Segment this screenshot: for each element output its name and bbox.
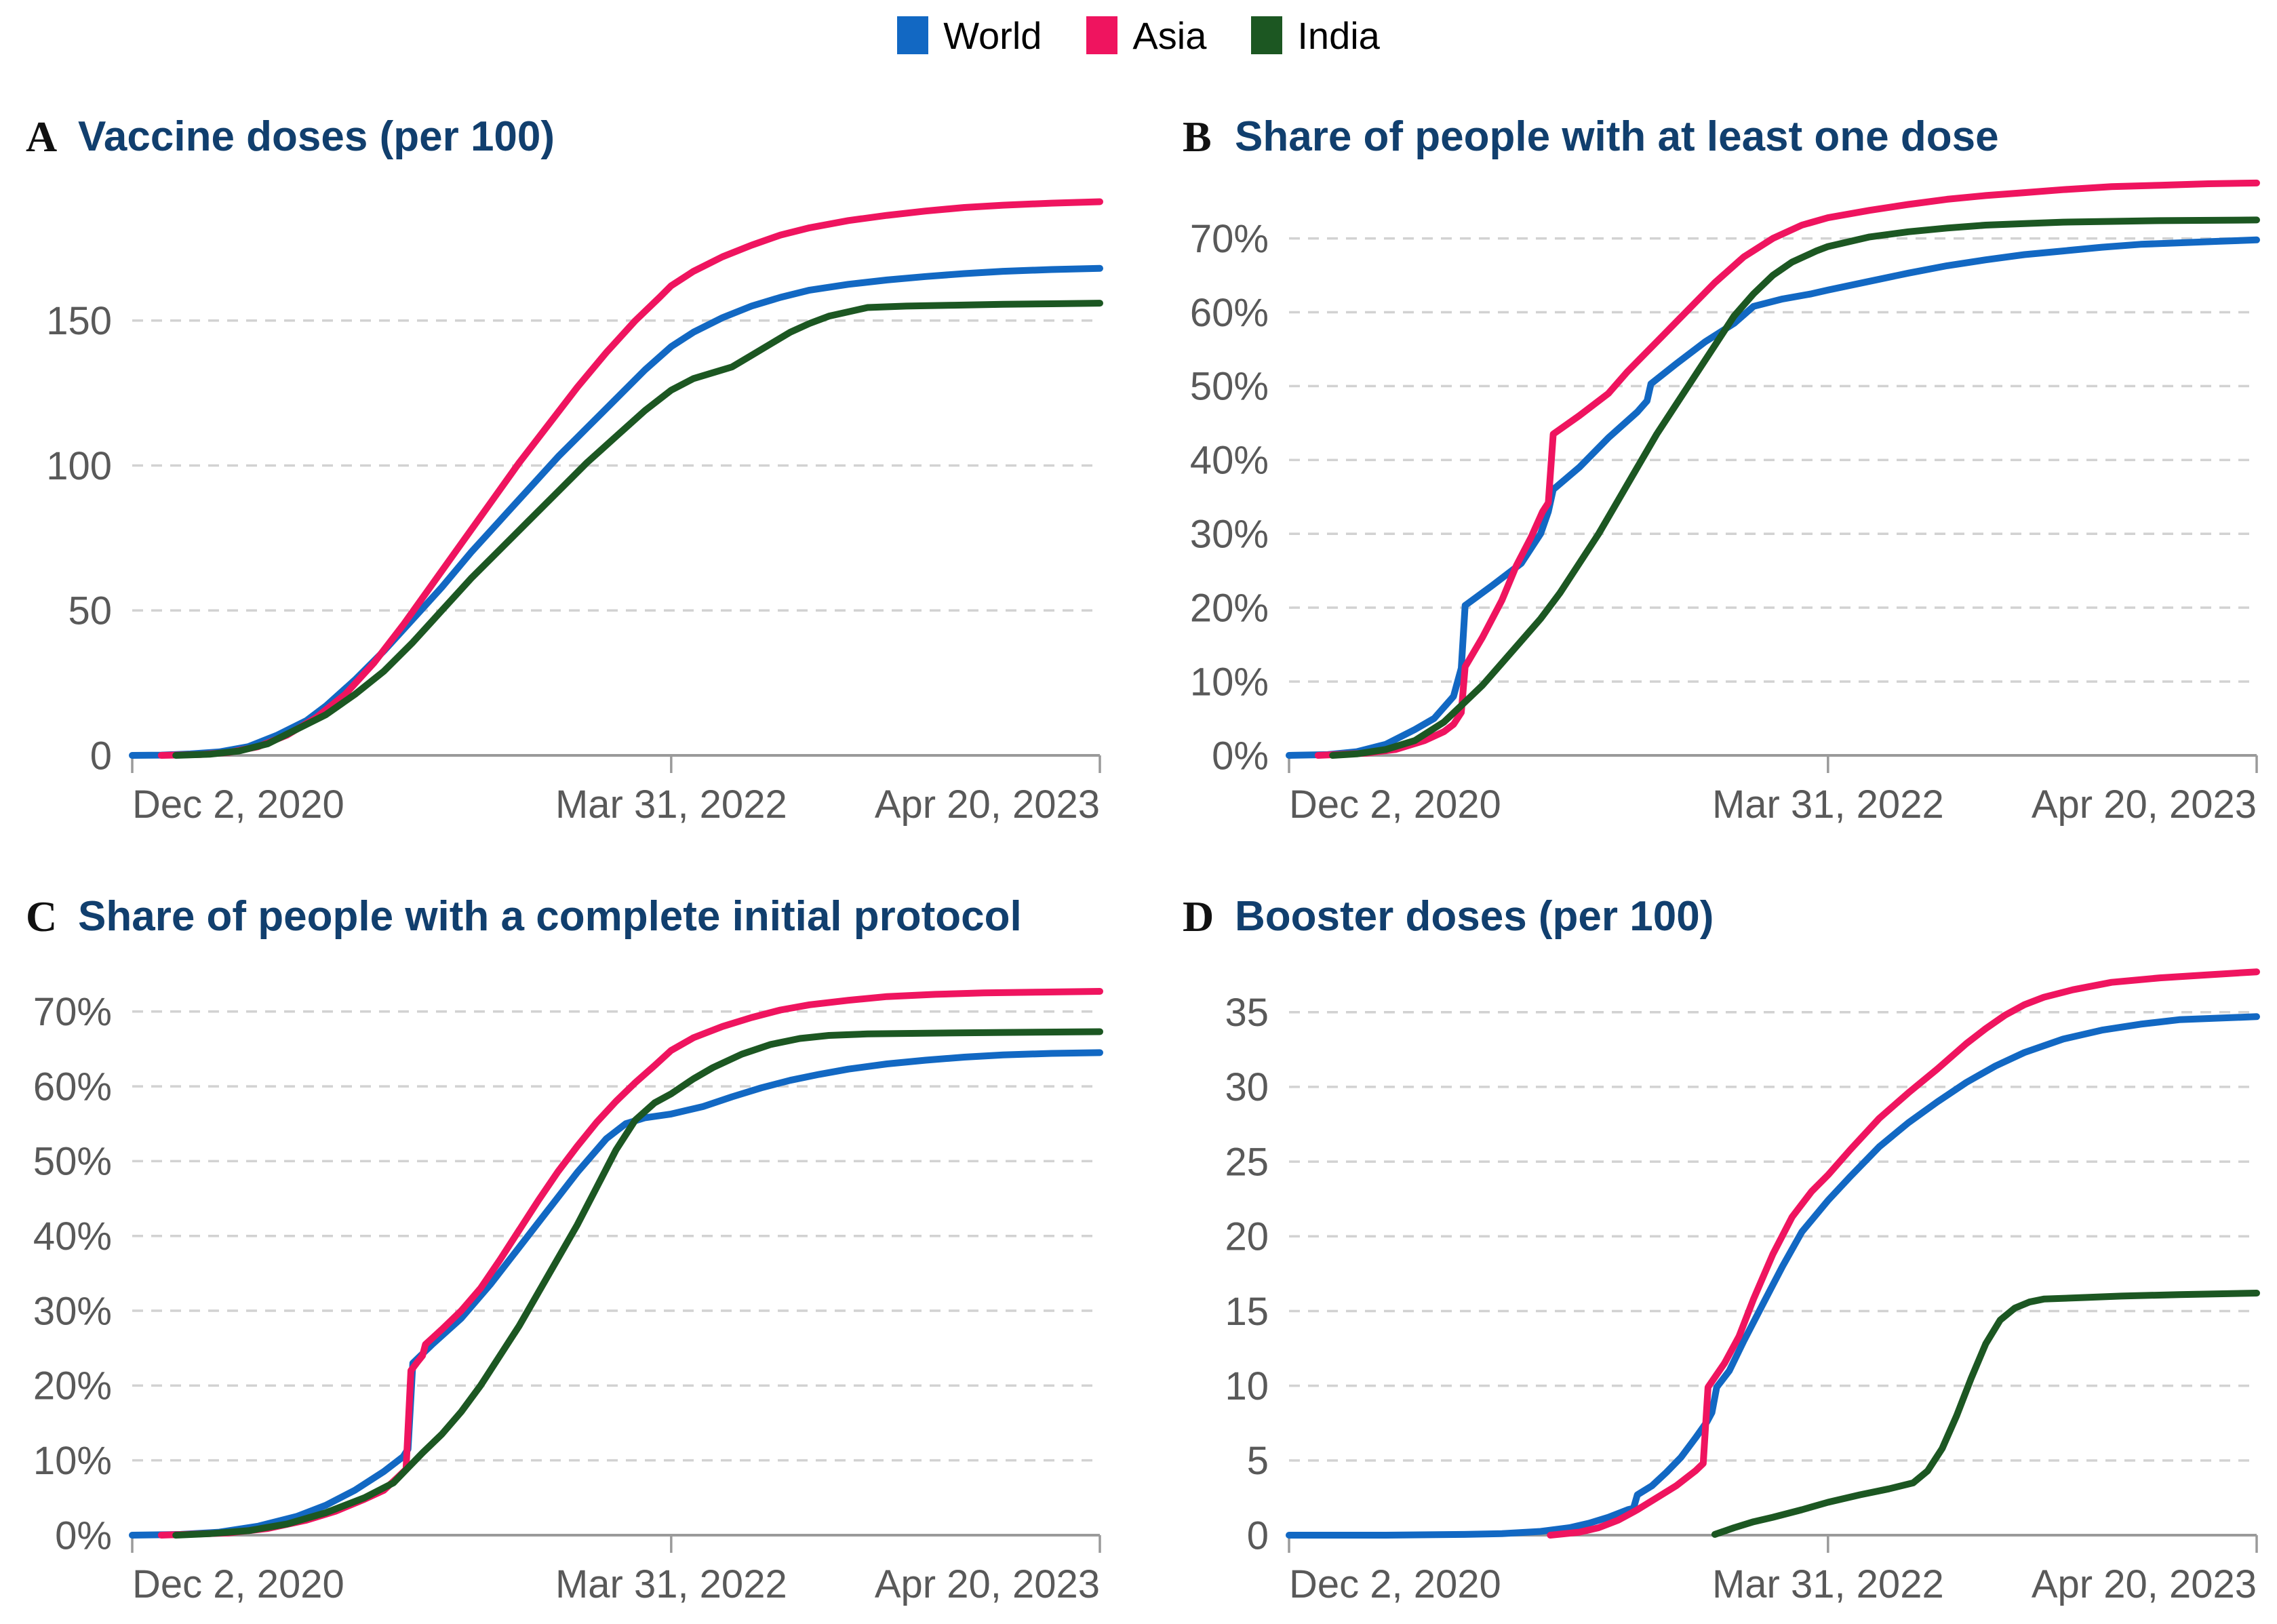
x-tick-label: Mar 31, 2022 (1712, 1562, 1944, 1606)
legend-label-world: World (943, 14, 1042, 57)
y-tick-label: 60% (33, 1065, 112, 1109)
x-tick-label: Dec 2, 2020 (1289, 783, 1501, 827)
y-tick-label: 20% (33, 1364, 112, 1408)
x-tick-label: Mar 31, 2022 (555, 783, 787, 827)
series-world-line (129, 1049, 1103, 1539)
y-tick-label: 40% (1190, 439, 1269, 483)
y-tick-label: 100 (46, 444, 112, 488)
y-tick-label: 0% (1212, 734, 1269, 778)
legend-item-india: India (1251, 14, 1380, 58)
series-world-line (1286, 236, 2260, 759)
series-asia-line (157, 988, 1103, 1539)
y-tick-label: 40% (33, 1214, 112, 1259)
y-tick-label: 30 (1225, 1065, 1269, 1109)
panel-heading: Booster doses (per 100) (1235, 892, 1714, 940)
x-tick-label: Mar 31, 2022 (1712, 783, 1944, 827)
panel-heading: Vaccine doses (per 100) (78, 113, 555, 160)
x-tick-label: Dec 2, 2020 (1289, 1562, 1501, 1606)
panel-title-row: A Vaccine doses (per 100) (0, 76, 1112, 159)
panel-letter: A (26, 113, 58, 161)
y-tick-label: 20 (1225, 1215, 1269, 1259)
y-tick-label: 35 (1225, 991, 1269, 1035)
panel-complete-protocol-share: C Share of people with a complete initia… (0, 856, 1112, 1622)
y-tick-label: 0 (1247, 1513, 1269, 1558)
series-world-line (1286, 1013, 2260, 1539)
y-tick-label: 70% (33, 990, 112, 1034)
x-tick-label: Apr 20, 2023 (875, 1562, 1100, 1606)
asia-swatch-icon (1086, 16, 1118, 54)
y-tick-label: 20% (1190, 586, 1269, 630)
chart-one-dose-share: 0% 10% 20% 30% 40% 50% 60% 70% Dec 2, 2020 Mar 31… (1190, 179, 2260, 827)
legend-item-asia: Asia (1086, 14, 1206, 58)
world-swatch-icon (897, 16, 929, 54)
panel-letter: D (1183, 892, 1214, 940)
y-tick-label: 0% (55, 1513, 112, 1558)
series-india-line (1711, 1290, 2260, 1538)
series-asia-line (1314, 179, 2260, 759)
panel-heading: Share of people with a complete initial … (78, 892, 1022, 940)
x-tick-label: Dec 2, 2020 (132, 783, 344, 827)
y-tick-label: 10% (33, 1439, 112, 1483)
y-tick-label: 25 (1225, 1140, 1269, 1184)
y-tick-label: 30% (1190, 513, 1269, 557)
panel-letter: B (1183, 113, 1212, 161)
y-tick-label: 50% (33, 1140, 112, 1184)
chart-complete-protocol-share: 0% 10% 20% 30% 40% 50% 60% 70% Dec 2, 2020 Mar 31… (33, 988, 1103, 1606)
legend-label-asia: Asia (1132, 14, 1207, 57)
y-tick-label: 10% (1190, 660, 1269, 704)
series-india-line (172, 1028, 1103, 1539)
panel-one-dose-share: B Share of people with at least one dose… (1157, 76, 2269, 842)
panel-vaccine-doses: A Vaccine doses (per 100) 0 50 100 150 Dec 2… (0, 76, 1112, 842)
y-tick-label: 60% (1190, 291, 1269, 335)
y-tick-label: 30% (33, 1289, 112, 1333)
series-india-line (172, 300, 1103, 759)
panel-letter: C (26, 892, 58, 940)
panel-title-row: D Booster doses (per 100) (1157, 856, 2269, 938)
panel-heading: Share of people with at least one dose (1235, 113, 1999, 160)
y-tick-label: 10 (1225, 1364, 1269, 1408)
y-tick-label: 150 (46, 299, 112, 343)
series-asia-line (1547, 968, 2260, 1539)
india-swatch-icon (1251, 16, 1283, 54)
legend: World Asia India (0, 5, 2277, 65)
y-tick-label: 70% (1190, 217, 1269, 261)
x-tick-label: Dec 2, 2020 (132, 1562, 344, 1606)
panel-title-row: C Share of people with a complete initia… (0, 856, 1112, 938)
x-tick-label: Apr 20, 2023 (2032, 783, 2257, 827)
chart-booster-doses: 0 5 10 15 20 25 30 35 Dec 2, 2020 Mar 31, 2022 Apr… (1225, 968, 2260, 1606)
chart-vaccine-doses: 0 50 100 150 Dec 2, 2020 Mar 31, 2022 Apr 20, … (46, 198, 1103, 827)
legend-label-india: India (1297, 14, 1380, 57)
x-tick-label: Mar 31, 2022 (555, 1562, 787, 1606)
series-india-line (1329, 216, 2260, 759)
y-tick-label: 15 (1225, 1290, 1269, 1334)
x-tick-label: Apr 20, 2023 (875, 783, 1100, 827)
y-tick-label: 50% (1190, 365, 1269, 409)
y-tick-label: 5 (1247, 1439, 1269, 1483)
panel-title-row: B Share of people with at least one dose (1157, 76, 2269, 159)
panel-booster-doses: D Booster doses (per 100) 0 5 10 15 20 25 30 35… (1157, 856, 2269, 1622)
series-asia-line (157, 198, 1103, 759)
y-tick-label: 50 (68, 589, 112, 633)
series-world-line (129, 264, 1103, 759)
y-tick-label: 0 (90, 734, 112, 778)
legend-item-world: World (897, 14, 1042, 58)
x-tick-label: Apr 20, 2023 (2032, 1562, 2257, 1606)
